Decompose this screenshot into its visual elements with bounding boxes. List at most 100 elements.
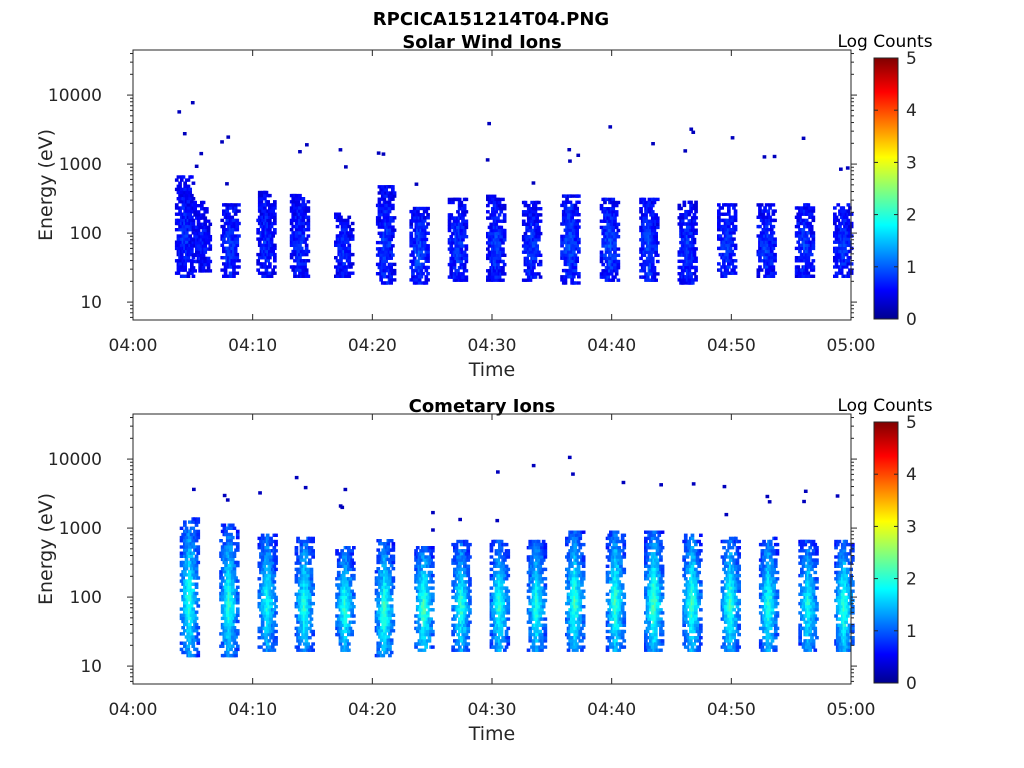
data-cell: [391, 253, 395, 257]
data-cell: [293, 252, 297, 257]
data-cell: [181, 175, 186, 179]
data-cell: [188, 252, 192, 257]
data-cell: [272, 608, 277, 612]
data-cell: [184, 619, 189, 624]
data-cell: [577, 225, 581, 229]
data-cell: [376, 567, 381, 571]
data-cell: [794, 246, 799, 251]
data-cell: [389, 607, 394, 611]
data-burst: [599, 125, 621, 282]
data-cell: [794, 234, 799, 238]
data-cell: [462, 207, 467, 211]
data-cell: [769, 237, 774, 241]
data-cell: [650, 231, 655, 236]
data-cell: [237, 265, 241, 269]
data-cell: [414, 219, 419, 223]
data-cell: [270, 626, 275, 631]
data-cell: [301, 636, 305, 640]
data-cell: [537, 225, 541, 230]
data-cell: [178, 197, 182, 201]
data-cell: [266, 203, 270, 207]
data-burst: [191, 151, 213, 273]
data-cell: [491, 275, 495, 279]
data-cell: [499, 235, 504, 239]
data-cell: [449, 244, 454, 248]
data-cell: [694, 231, 698, 235]
data-cell: [846, 237, 851, 241]
data-cell: [577, 281, 581, 285]
data-cell: [265, 533, 270, 537]
data-cell: [274, 549, 278, 553]
data-cell: [758, 237, 762, 241]
data-cell: [414, 645, 418, 649]
data-cell: [257, 240, 262, 244]
outlier-cell: [762, 155, 767, 159]
data-cell: [183, 187, 187, 192]
data-cell: [392, 278, 397, 282]
data-cell: [235, 629, 240, 633]
data-cell: [376, 560, 381, 565]
data-cell: [232, 274, 236, 278]
data-cell: [257, 636, 262, 640]
data-cell: [196, 204, 201, 208]
data-cell: [449, 269, 454, 273]
data-cell: [384, 259, 388, 263]
data-cell: [849, 224, 854, 229]
data-cell: [186, 635, 191, 639]
data-cell: [538, 262, 543, 267]
data-cell: [348, 577, 353, 581]
data-cell: [196, 213, 201, 217]
data-cell: [763, 206, 767, 210]
data-cell: [186, 632, 191, 636]
data-cell: [274, 542, 278, 547]
data-cell: [299, 583, 304, 587]
data-cell: [523, 200, 528, 205]
data-cell: [577, 250, 581, 254]
data-cell: [611, 197, 616, 202]
data-cell: [235, 607, 240, 611]
data-cell: [306, 573, 310, 578]
data-cell: [834, 274, 839, 278]
data-cell: [535, 244, 539, 248]
data-cell: [761, 237, 766, 241]
data-cell: [296, 592, 300, 596]
data-cell: [176, 212, 181, 216]
data-cell: [535, 253, 539, 257]
data-cell: [525, 262, 529, 267]
data-cell: [384, 206, 388, 211]
data-cell: [265, 546, 270, 550]
data-cell: [260, 617, 265, 621]
data-cell: [799, 209, 804, 213]
data-cell: [426, 216, 430, 220]
data-cell: [335, 224, 340, 229]
data-cell: [452, 266, 457, 270]
data-cell: [459, 203, 464, 208]
data-cell: [391, 622, 396, 627]
data-cell: [181, 632, 185, 636]
data-cell: [528, 225, 533, 230]
data-cell: [389, 216, 393, 220]
data-cell: [291, 224, 296, 229]
data-cell: [771, 265, 776, 269]
data-cell: [222, 653, 227, 658]
data-cell: [650, 247, 655, 251]
data-cell: [200, 204, 204, 208]
data-cell: [383, 604, 387, 608]
data-cell: [311, 549, 315, 553]
data-cell: [447, 222, 452, 226]
data-cell: [350, 237, 355, 241]
data-cell: [684, 209, 688, 214]
data-cell: [769, 243, 774, 247]
data-cell: [834, 259, 839, 263]
data-cell: [344, 268, 348, 272]
data-cell: [179, 256, 184, 260]
data-cell: [384, 250, 388, 254]
data-cell: [560, 278, 564, 282]
data-cell: [274, 639, 278, 643]
data-cell: [344, 228, 348, 232]
data-cell: [732, 231, 736, 235]
data-cell: [798, 274, 802, 278]
data-cell: [422, 234, 427, 239]
data-cell: [188, 573, 192, 577]
data-cell: [487, 216, 492, 220]
